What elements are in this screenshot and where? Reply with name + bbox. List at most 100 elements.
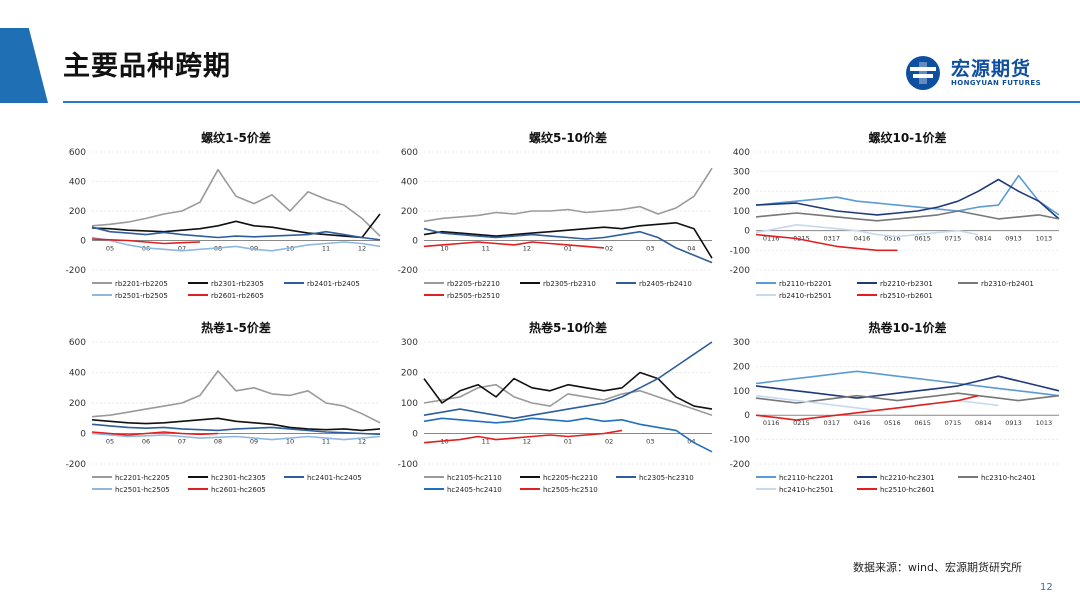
chart-panel-hc-10-1: 热卷10-1价差 -200 -100 0 100 200 300 0116 0215 0317 04… — [722, 318, 1067, 504]
series-line-rb2305-rb2310 — [423, 222, 713, 259]
x-tick-label: 12 — [358, 245, 366, 253]
y-tick-label: -200 — [730, 266, 751, 276]
x-tick-label: 0814 — [975, 235, 992, 243]
y-tick-label: 0 — [80, 430, 86, 440]
legend-label: hc2401-hc2405 — [307, 474, 362, 482]
y-tick-label: 200 — [733, 187, 750, 197]
y-tick-label: 200 — [69, 399, 86, 409]
legend-label: hc2305-hc2310 — [639, 474, 694, 482]
legend-label: rb2501-rb2505 — [115, 292, 168, 300]
series-line-hc2201-hc2205 — [91, 370, 381, 424]
y-tick-label: 400 — [69, 369, 86, 379]
y-tick-label: 600 — [401, 148, 418, 158]
legend-label: hc2205-hc2210 — [543, 474, 598, 482]
series-line-rb2405-rb2410 — [423, 227, 713, 264]
x-tick-label: 11 — [482, 438, 490, 446]
x-tick-label: 0317 — [823, 419, 840, 427]
y-tick-label: 300 — [733, 168, 750, 178]
y-tick-label: 0 — [412, 430, 418, 440]
y-tick-label: 200 — [401, 369, 418, 379]
y-tick-label: -200 — [730, 460, 751, 470]
y-tick-label: 400 — [69, 178, 86, 188]
x-tick-label: 11 — [322, 438, 330, 446]
chart-panel-hc-5-10: 热卷5-10价差 -100 0 100 200 300 10 11 12 01 02 03 04 hc21… — [390, 318, 720, 504]
x-tick-label: 07 — [178, 245, 186, 253]
x-tick-label: 0116 — [763, 235, 780, 243]
chart-title: 热卷5-10价差 — [529, 320, 607, 335]
chart-panel-rb-5-10: 螺纹5-10价差 -200 0 200 400 600 10 11 12 01 02 03 04 rb22… — [390, 128, 720, 310]
legend-label: rb2405-rb2410 — [639, 280, 692, 288]
legend-label: hc2110-hc2201 — [779, 474, 834, 482]
x-tick-label: 12 — [523, 245, 531, 253]
chart-title: 螺纹1-5价差 — [201, 130, 271, 145]
legend-label: rb2510-rb2601 — [880, 292, 933, 300]
series-line-rb2501-rb2505 — [91, 236, 381, 252]
x-tick-label: 05 — [106, 438, 114, 446]
y-tick-label: 100 — [733, 207, 750, 217]
series-line-hc2505-hc2510 — [423, 429, 623, 444]
series-line-rb2410-rb2501 — [755, 224, 979, 238]
y-tick-label: 200 — [733, 362, 750, 372]
chart-title: 螺纹5-10价差 — [529, 130, 607, 145]
x-tick-label: 0913 — [1005, 419, 1022, 427]
y-tick-label: -100 — [730, 436, 751, 446]
chart-hc-1-5: 热卷1-5价差 -200 0 200 400 600 05 06 07 08 09 10 11 12 hc2… — [66, 320, 381, 494]
series-line-hc2210-hc2301 — [755, 375, 1060, 399]
x-tick-label: 0416 — [854, 235, 871, 243]
x-tick-label: 0615 — [914, 235, 931, 243]
x-tick-label: 1013 — [1036, 235, 1053, 243]
y-tick-label: -100 — [398, 460, 419, 470]
y-tick-label: -100 — [730, 246, 751, 256]
legend-label: hc2510-hc2601 — [880, 486, 935, 494]
chart-title: 热卷1-5价差 — [201, 320, 271, 335]
x-tick-label: 1013 — [1036, 419, 1053, 427]
series-line-rb2510-rb2601 — [755, 233, 898, 252]
x-tick-label: 10 — [440, 245, 448, 253]
legend-label: hc2310-hc2401 — [981, 474, 1036, 482]
legend-label: rb2301-rb2305 — [211, 280, 264, 288]
y-tick-label: 600 — [69, 338, 86, 348]
company-logo: 宏源期货 HONGYUAN FUTURES — [905, 52, 1065, 92]
series-line-hc2401-hc2405 — [91, 423, 381, 436]
x-tick-label: 0814 — [975, 419, 992, 427]
y-tick-label: 0 — [744, 411, 750, 421]
series-line-rb2601-rb2605 — [91, 238, 201, 245]
series-line-rb2210-rb2301 — [755, 178, 1060, 220]
x-tick-label: 12 — [523, 438, 531, 446]
legend-label: hc2201-hc2205 — [115, 474, 170, 482]
x-tick-label: 05 — [106, 245, 114, 253]
y-tick-label: 100 — [401, 399, 418, 409]
title-rule — [63, 101, 1080, 103]
y-tick-label: 400 — [401, 178, 418, 188]
y-tick-label: 0 — [744, 227, 750, 237]
legend-label: hc2301-hc2305 — [211, 474, 266, 482]
x-tick-label: 01 — [564, 438, 572, 446]
x-tick-label: 01 — [564, 245, 572, 253]
title-accent-bar — [0, 28, 48, 103]
x-tick-label: 11 — [322, 245, 330, 253]
series-line-hc2305-hc2310 — [423, 341, 713, 420]
x-tick-label: 07 — [178, 438, 186, 446]
x-tick-label: 04 — [687, 245, 695, 253]
series-line-hc2205-hc2210 — [423, 371, 713, 410]
series-line-hc2501-hc2505 — [91, 432, 381, 441]
legend-label: hc2501-hc2505 — [115, 486, 170, 494]
legend-label: hc2601-hc2605 — [211, 486, 266, 494]
y-tick-label: 600 — [69, 148, 86, 158]
x-tick-label: 0715 — [945, 419, 962, 427]
series-line-hc2301-hc2305 — [91, 417, 381, 432]
x-tick-label: 0215 — [793, 419, 810, 427]
x-tick-label: 11 — [482, 245, 490, 253]
legend-label: rb2110-rb2201 — [779, 280, 832, 288]
legend-label: rb2401-rb2405 — [307, 280, 360, 288]
legend-label: rb2310-rb2401 — [981, 280, 1034, 288]
legend-label: hc2505-hc2510 — [543, 486, 598, 494]
legend-label: rb2601-rb2605 — [211, 292, 264, 300]
page-number: 12 — [1040, 582, 1053, 593]
chart-panel-rb-10-1: 螺纹10-1价差 -200 -100 0 100 200 300 400 0116 0215 031… — [722, 128, 1067, 310]
legend-label: hc2410-hc2501 — [779, 486, 834, 494]
chart-panel-hc-1-5: 热卷1-5价差 -200 0 200 400 600 05 06 07 08 09 10 11 12 hc2… — [58, 318, 388, 504]
logo-mark-icon — [906, 56, 940, 90]
series-line-rb2205-rb2210 — [423, 167, 713, 223]
